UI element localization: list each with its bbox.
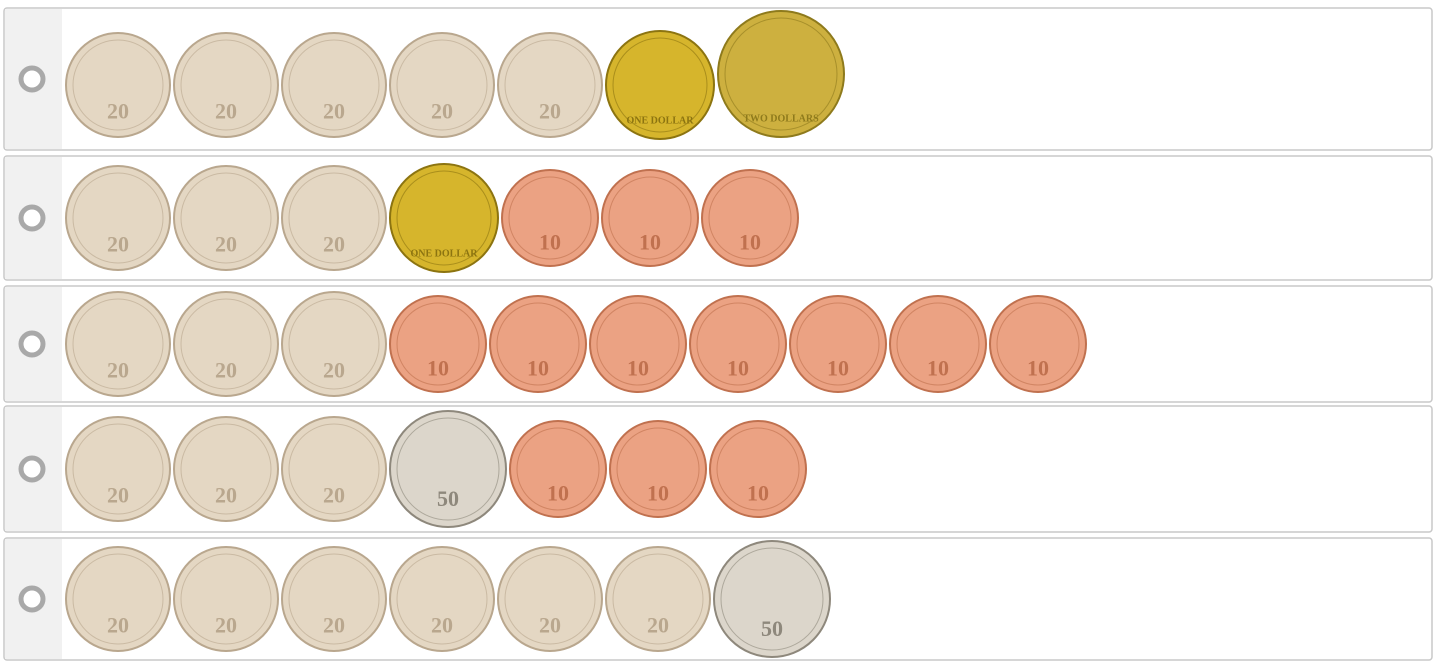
coin-label: 50 [437,486,459,511]
coin: 10 [690,296,786,392]
coin-label: 20 [215,232,237,257]
coin-label: 20 [215,613,237,638]
coin-label: 10 [547,480,569,505]
coin-label: 20 [323,358,345,383]
coin: 10 [390,296,486,392]
coin-label: 20 [323,99,345,124]
coin: 10 [590,296,686,392]
coin-label: ONE DOLLAR [411,248,479,259]
coin-label: 10 [1027,355,1049,380]
coin: 50 [390,411,506,527]
coin-label: 20 [107,358,129,383]
answer-option[interactable]: 20 20 20 20 20 20 50 [4,538,1432,660]
coin: ONE DOLLAR [606,31,714,139]
coin-label: 20 [323,613,345,638]
coin-label: 50 [761,616,783,641]
coin-label: 20 [107,99,129,124]
answer-option[interactable]: 20 20 20 50 10 10 10 [4,406,1432,532]
coin-label: 10 [639,229,661,254]
coin: 20 [174,166,278,270]
coin: 10 [790,296,886,392]
coin: 20 [174,547,278,651]
coin: 10 [510,421,606,517]
coin: 20 [66,166,170,270]
radio-button[interactable] [21,333,43,355]
coin-label: 20 [107,232,129,257]
coin-label: 10 [427,355,449,380]
coin-label: 10 [727,355,749,380]
radio-button[interactable] [21,588,43,610]
coin: 20 [282,547,386,651]
coin: 20 [282,33,386,137]
coin-label: 20 [107,483,129,508]
radio-button[interactable] [21,68,43,90]
coin: 10 [610,421,706,517]
answer-option[interactable]: 20 20 20 20 20 ONE DOLLAR TWO DOLLARS [4,8,1432,150]
radio-button[interactable] [21,207,43,229]
coin: 20 [606,547,710,651]
coin-label: 10 [647,480,669,505]
coin: 20 [282,292,386,396]
coin-label: 20 [539,613,561,638]
coin-label: 20 [431,99,453,124]
coin-label: 20 [323,232,345,257]
coin: ONE DOLLAR [390,164,498,272]
coin: 10 [490,296,586,392]
answer-option[interactable]: 20 20 20 ONE DOLLAR 10 10 10 [4,156,1432,280]
question: 20 20 20 20 20 ONE DOLLAR TWO DOLLARS 20 20 20 ONE… [0,0,1442,661]
coin: 20 [66,417,170,521]
coin-label: 10 [739,229,761,254]
coin: 10 [710,421,806,517]
coin: 10 [502,170,598,266]
coin-label: 20 [215,483,237,508]
coin: 10 [602,170,698,266]
coin-label: 10 [627,355,649,380]
coin: 20 [498,33,602,137]
coin-label: 20 [215,358,237,383]
coin: 20 [498,547,602,651]
coin-label: ONE DOLLAR [627,115,695,126]
coin-label: 10 [827,355,849,380]
answer-option[interactable]: 20 20 20 10 10 10 10 10 10 10 [4,286,1432,402]
coin: 10 [990,296,1086,392]
coin: 20 [282,417,386,521]
coin-label: 20 [539,99,561,124]
coin: 20 [66,33,170,137]
coin: 10 [702,170,798,266]
coin-label: 10 [927,355,949,380]
coin: 20 [390,547,494,651]
coin-label: 20 [215,99,237,124]
coin-label: 20 [323,483,345,508]
radio-button[interactable] [21,458,43,480]
coin: 20 [282,166,386,270]
coin: 20 [66,547,170,651]
coin: TWO DOLLARS [718,11,844,137]
coin: 20 [174,292,278,396]
coin-label: 20 [431,613,453,638]
coin-label: TWO DOLLARS [743,113,819,124]
coin: 20 [174,33,278,137]
coin-label: 10 [539,229,561,254]
coin-label: 20 [647,613,669,638]
coin-label: 10 [527,355,549,380]
coin-label: 20 [107,613,129,638]
coin: 20 [390,33,494,137]
coin: 10 [890,296,986,392]
coin-label: 10 [747,480,769,505]
coin: 20 [66,292,170,396]
coin: 20 [174,417,278,521]
coin: 50 [714,541,830,657]
